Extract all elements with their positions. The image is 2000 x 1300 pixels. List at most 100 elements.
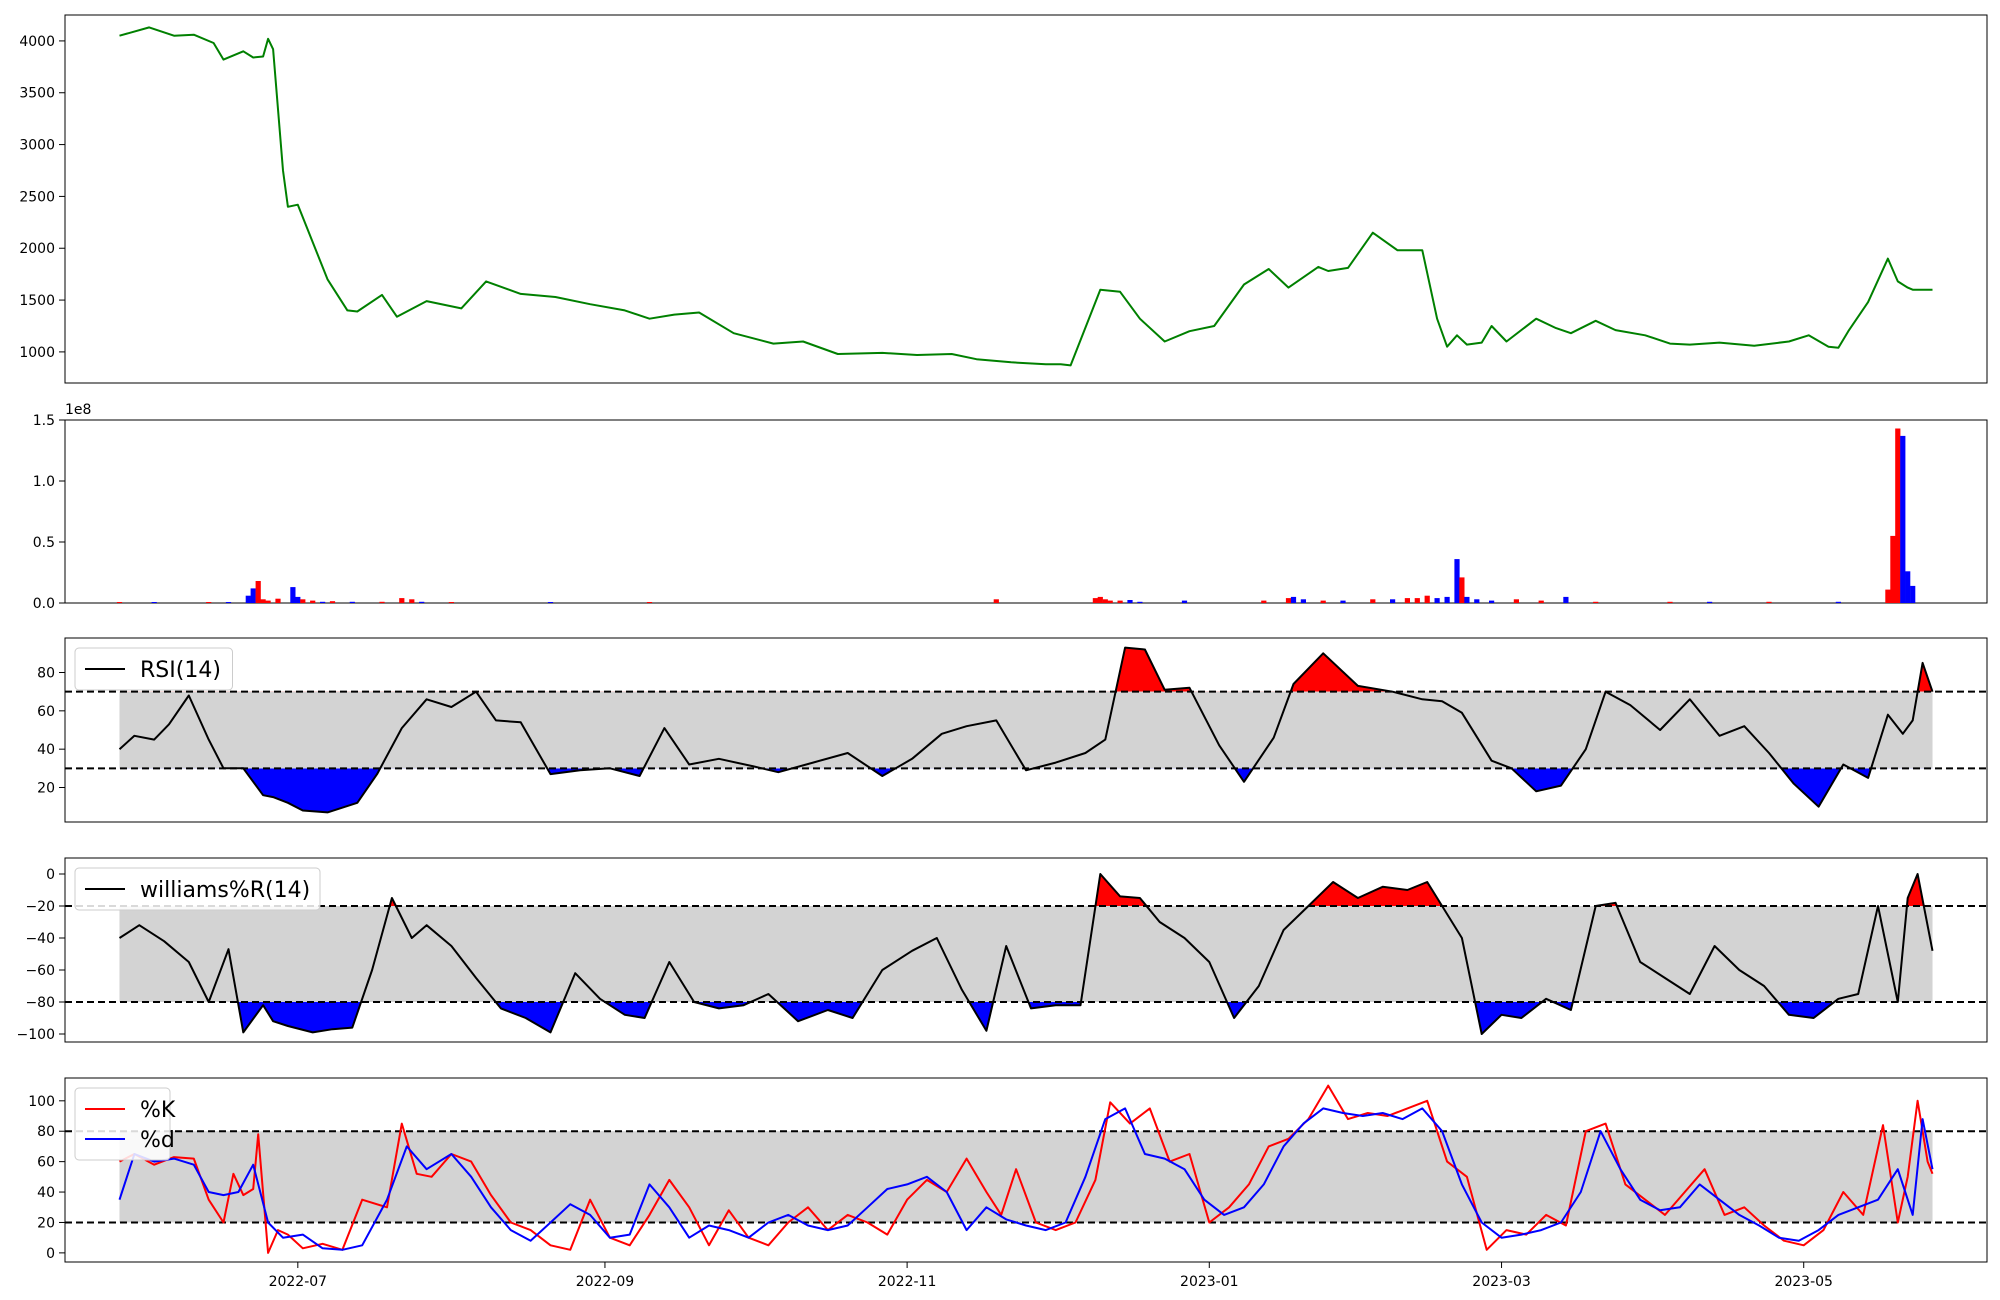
volume-multiplier-label: 1e8 xyxy=(65,402,91,418)
volume-bar xyxy=(1513,599,1519,603)
volume-bar xyxy=(1895,428,1901,603)
volume-bar xyxy=(1404,598,1410,603)
volume-bar xyxy=(1261,600,1267,603)
price-ytick-label: 4000 xyxy=(19,34,55,50)
rsi-ytick-label: 40 xyxy=(37,742,55,758)
price-ytick-label: 3500 xyxy=(19,86,55,102)
rsi-line xyxy=(118,646,1934,814)
volume-panel: 1e8 0.0 0.5 1.0 1.5 xyxy=(33,402,1988,612)
volume-bar xyxy=(116,602,123,603)
volume-ytick-label: 1.0 xyxy=(33,474,55,490)
price-ytick-label: 2500 xyxy=(19,189,55,205)
volume-ytick-label: 1.5 xyxy=(33,413,55,429)
williams-ytick-label: −60 xyxy=(25,963,55,979)
stochastic-legend-label: %d xyxy=(140,1128,175,1153)
volume-bar xyxy=(300,599,306,603)
volume-bar xyxy=(1414,598,1420,603)
volume-bar xyxy=(448,602,454,603)
volume-bar xyxy=(1464,596,1470,603)
stochastic-ytick-label: 100 xyxy=(28,1094,55,1110)
volume-bar xyxy=(1910,585,1916,603)
rsi-ytick-label: 80 xyxy=(37,666,55,682)
volume-bar xyxy=(250,588,256,603)
stochastic-frame xyxy=(64,1077,1988,1263)
williams-oversold-fill xyxy=(119,1002,1933,1034)
price-ytick-label: 1000 xyxy=(19,345,55,361)
volume-bar xyxy=(290,587,296,603)
volume-bar xyxy=(1667,601,1673,603)
volume-bar xyxy=(1474,599,1480,603)
date-x-axis: 2022-07 2022-09 2022-11 2023-01 2023-03 2023-… xyxy=(269,1262,1833,1290)
volume-bar xyxy=(1885,589,1891,603)
price-ytick-label: 3000 xyxy=(19,138,55,154)
volume-bar xyxy=(379,601,385,603)
volume-bar xyxy=(1181,600,1188,603)
price-ytick-label: 1500 xyxy=(19,293,55,309)
rsi-ytick-label: 60 xyxy=(37,704,55,720)
volume-bar xyxy=(255,581,261,603)
volume-bar xyxy=(1444,596,1450,603)
stochastic-neutral-band xyxy=(119,1131,1933,1223)
volume-bar xyxy=(409,599,415,603)
rsi-legend-label: RSI(14) xyxy=(140,658,221,683)
price-ytick-label: 2000 xyxy=(19,241,55,257)
price-frame xyxy=(64,14,1988,384)
williams-ytick-label: 0 xyxy=(46,867,55,883)
volume-bar xyxy=(1097,596,1103,603)
volume-bar xyxy=(993,599,999,603)
volume-bar xyxy=(1489,600,1495,603)
volume-bar xyxy=(1320,600,1326,603)
volume-bar xyxy=(1285,598,1292,603)
volume-bar xyxy=(295,596,301,603)
volume-bar xyxy=(1300,599,1306,603)
price-line xyxy=(119,26,1933,367)
volume-bar xyxy=(1835,601,1841,603)
volume-bar xyxy=(245,595,251,603)
williams-ytick-label: −20 xyxy=(25,899,55,915)
volume-bar xyxy=(329,601,336,603)
volume-bar xyxy=(1092,598,1098,603)
volume-bar xyxy=(1290,596,1297,603)
x-tick-label: 2023-03 xyxy=(1472,1274,1531,1290)
volume-bar xyxy=(1905,571,1911,603)
stochastic-ytick-label: 60 xyxy=(37,1155,55,1171)
price-panel: 1000 1500 2000 2500 3000 3500 4000 xyxy=(19,14,1988,384)
volume-bar xyxy=(320,601,326,603)
williams-legend-box xyxy=(74,867,321,911)
x-tick-label: 2022-07 xyxy=(269,1274,328,1290)
volume-bar xyxy=(1459,577,1465,603)
x-tick-label: 2022-11 xyxy=(878,1274,937,1290)
williams-neutral-band xyxy=(119,906,1933,1002)
volume-bar xyxy=(1900,435,1906,603)
volume-bar xyxy=(1454,559,1460,603)
stochastic-ytick-label: 20 xyxy=(37,1215,55,1231)
volume-bar xyxy=(1127,600,1133,603)
volume-bar xyxy=(1424,595,1430,603)
volume-bar xyxy=(1563,596,1569,603)
rsi-oversold-fill xyxy=(119,768,1933,813)
volume-bar xyxy=(1434,598,1440,603)
volume-bar xyxy=(1340,600,1346,603)
stochastic-ytick-label: 40 xyxy=(37,1185,55,1201)
volume-frame xyxy=(64,419,1988,604)
volume-bar xyxy=(1107,600,1113,603)
volume-bar xyxy=(1102,599,1108,603)
x-tick-label: 2023-01 xyxy=(1180,1274,1239,1290)
volume-bar xyxy=(275,598,281,603)
volume-bar xyxy=(1117,600,1123,603)
volume-bar xyxy=(399,598,405,603)
volume-bar xyxy=(1593,601,1599,603)
volume-bar xyxy=(1766,601,1772,603)
stochastic-legend-box xyxy=(74,1087,171,1161)
rsi-legend-box xyxy=(74,647,233,691)
volume-ytick-label: 0.0 xyxy=(33,596,55,612)
volume-bar xyxy=(260,599,266,603)
volume-bar xyxy=(1538,600,1544,603)
volume-bar xyxy=(1370,599,1376,603)
volume-ytick-label: 0.5 xyxy=(33,535,55,551)
williams-ytick-label: −40 xyxy=(25,931,55,947)
volume-bar xyxy=(151,602,157,603)
x-tick-label: 2023-05 xyxy=(1774,1274,1833,1290)
